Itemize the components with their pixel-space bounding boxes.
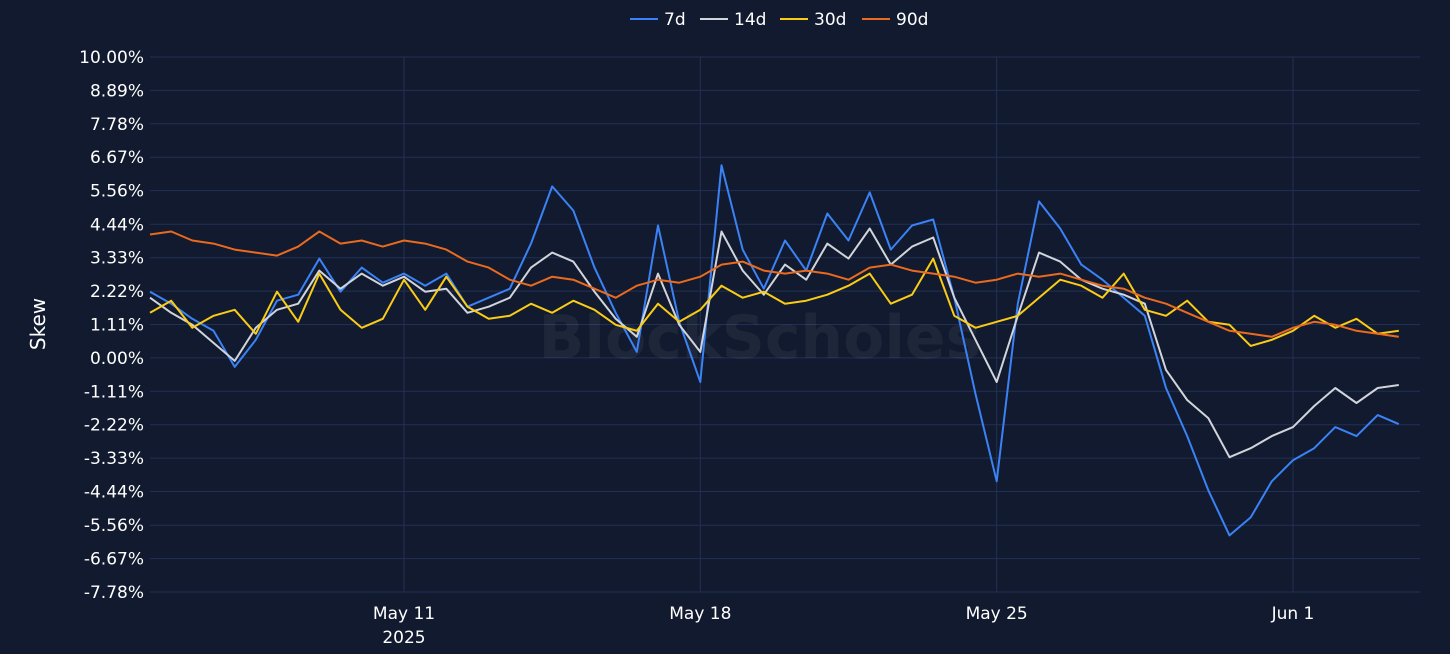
legend-item-14d: 14d xyxy=(700,10,766,30)
y-tick-label: -4.44% xyxy=(84,482,144,502)
y-tick-label: 2.22% xyxy=(90,282,144,302)
y-tick-label: 10.00% xyxy=(79,48,144,68)
series-layer xyxy=(149,164,1400,537)
legend-label: 7d xyxy=(664,10,686,30)
legend-label: 30d xyxy=(814,10,846,30)
y-tick-label: -3.33% xyxy=(84,449,144,469)
x-tick-label: Jun 1 xyxy=(1271,604,1315,624)
y-tick-label: -6.67% xyxy=(84,550,144,570)
y-tick-label: 1.11% xyxy=(90,316,144,336)
y-tick-label: 4.44% xyxy=(90,215,144,235)
x-tick-sublabel: 2025 xyxy=(382,628,425,648)
y-tick-label: 7.78% xyxy=(90,115,144,135)
series-line-14d xyxy=(149,227,1399,459)
series-line-30d xyxy=(149,257,1399,347)
x-tick-label: May 11 xyxy=(373,604,435,624)
x-tick-label: May 18 xyxy=(669,604,731,624)
legend-item-30d: 30d xyxy=(780,10,846,30)
y-tick-label: -1.11% xyxy=(84,382,144,402)
legend-label: 90d xyxy=(896,10,928,30)
y-tick-label: -7.78% xyxy=(84,583,144,603)
y-axis: -7.78% -6.67% -5.56% -4.44% -3.33% -2.22% -1.1… xyxy=(79,48,144,603)
legend-label: 14d xyxy=(734,10,766,30)
y-tick-label: 8.89% xyxy=(90,81,144,101)
x-tick-label: May 25 xyxy=(966,604,1028,624)
series-line-90d xyxy=(149,230,1399,338)
watermark: BlockScholes xyxy=(539,303,982,373)
x-axis: May 11 2025 May 18 May 25 Jun 1 xyxy=(373,604,1314,648)
y-tick-label: 6.67% xyxy=(90,148,144,168)
series-line-7d xyxy=(149,164,1400,537)
y-axis-title: Skew xyxy=(26,298,50,350)
y-tick-label: 3.33% xyxy=(90,249,144,269)
y-tick-label: 0.00% xyxy=(90,349,144,369)
legend: 7d 14d 30d 90d xyxy=(630,10,928,30)
legend-item-90d: 90d xyxy=(862,10,928,30)
y-tick-label: -5.56% xyxy=(84,516,144,536)
legend-item-7d: 7d xyxy=(630,10,686,30)
grid xyxy=(150,56,1420,593)
y-tick-label: -2.22% xyxy=(84,416,144,436)
y-tick-label: 5.56% xyxy=(90,182,144,202)
